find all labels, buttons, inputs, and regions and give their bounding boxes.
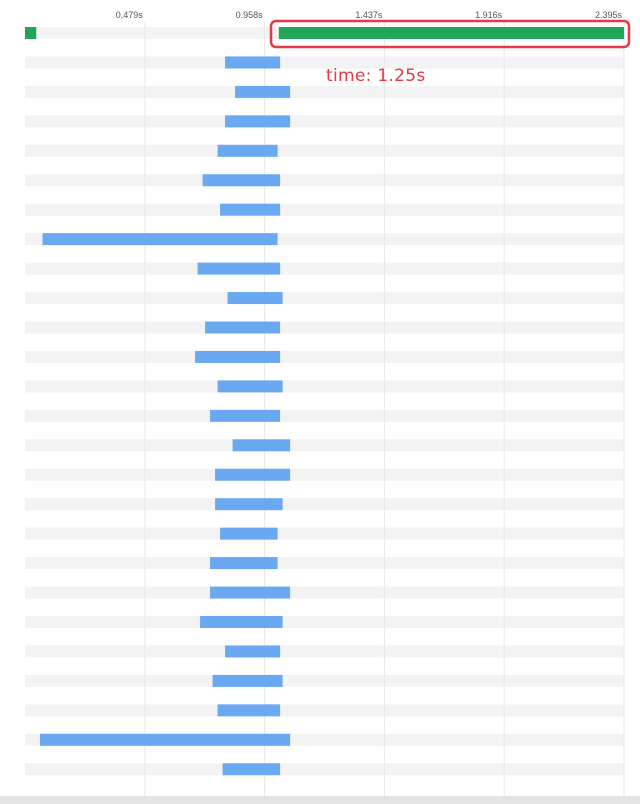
row-stripe <box>25 262 624 275</box>
row-stripe <box>25 350 624 363</box>
row-stripe <box>25 557 624 570</box>
request-bar <box>212 674 283 687</box>
request-bar <box>217 704 281 717</box>
row-stripe <box>25 85 624 98</box>
x-tick-label: 0.958s <box>236 10 264 20</box>
request-bar <box>210 586 291 599</box>
request-bar <box>227 292 283 305</box>
highlight-box <box>269 19 631 49</box>
row-stripes <box>25 27 624 776</box>
timeline-bars <box>25 19 631 776</box>
request-bar <box>215 468 291 481</box>
row-stripe <box>25 56 624 69</box>
x-tick-label: 1.437s <box>355 10 383 20</box>
row-stripe <box>25 409 624 422</box>
row-stripe <box>25 439 624 452</box>
horizontal-scrollbar[interactable] <box>0 796 640 804</box>
request-bar <box>220 527 278 540</box>
request-bar <box>217 144 278 157</box>
row-stripe <box>25 468 624 481</box>
request-bar <box>215 498 283 511</box>
highlight-bar <box>278 27 624 39</box>
request-bar <box>232 439 291 452</box>
request-bar <box>200 616 283 628</box>
row-stripe <box>25 645 624 658</box>
request-bar <box>42 233 278 246</box>
request-bar <box>195 350 281 363</box>
request-bar <box>217 380 283 393</box>
request-bar <box>222 763 281 776</box>
x-axis-ticks: 0.479s 0.958s 1.437s 1.916s 2.395s <box>116 10 623 20</box>
request-bar <box>225 56 281 69</box>
request-bar <box>197 262 281 275</box>
row-stripe <box>25 674 624 687</box>
start-marker-bar <box>25 27 37 39</box>
row-stripe <box>25 115 624 128</box>
row-stripe <box>25 321 624 334</box>
request-bar <box>235 85 291 98</box>
row-stripe <box>25 586 624 599</box>
request-bar <box>205 321 281 334</box>
request-bar <box>220 203 281 216</box>
request-bar <box>202 174 281 187</box>
row-stripe <box>25 380 624 393</box>
request-bar <box>210 557 278 570</box>
time-annotation: time: 1.25s <box>326 66 426 86</box>
request-bar <box>210 409 281 422</box>
row-stripe <box>25 616 624 628</box>
x-tick-label: 2.395s <box>595 10 623 20</box>
row-stripe <box>25 292 624 305</box>
row-stripe <box>25 527 624 540</box>
row-stripe <box>25 144 624 157</box>
row-stripe <box>25 498 624 511</box>
row-stripe <box>25 704 624 717</box>
x-tick-label: 0.479s <box>116 10 144 20</box>
request-bar <box>225 645 281 658</box>
row-stripe <box>25 174 624 187</box>
request-bar <box>40 733 291 746</box>
row-stripe <box>25 763 624 776</box>
request-bar <box>225 115 291 128</box>
row-stripe <box>25 203 624 216</box>
x-tick-label: 1.916s <box>475 10 503 20</box>
